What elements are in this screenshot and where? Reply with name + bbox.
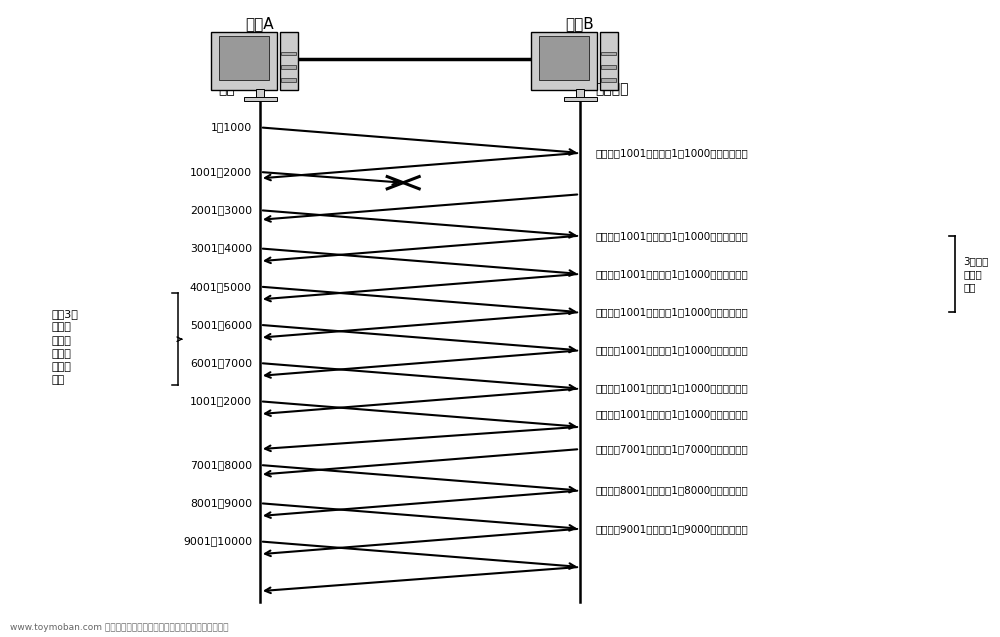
Bar [601,65,616,69]
Bar [600,32,618,90]
Bar [256,89,264,98]
Text: 确认应答: 确认应答 [595,82,629,96]
Bar [530,32,596,90]
Text: 数据: 数据 [218,82,235,96]
Bar [280,32,298,90]
Text: 7001～8000: 7001～8000 [190,460,252,470]
Text: 主机B: 主机B [566,16,594,31]
Bar [281,65,296,69]
Text: 下一个是1001（已接收1～1000字节的数据）: 下一个是1001（已接收1～1000字节的数据） [595,345,748,355]
Text: 2001～3000: 2001～3000 [190,205,252,215]
Text: 1001～2000: 1001～2000 [190,167,252,177]
Text: 下一个是1001（已接收1～1000字节的数据）: 下一个是1001（已接收1～1000字节的数据） [595,269,748,279]
Text: 1001～2000: 1001～2000 [190,396,252,406]
Bar [281,52,296,55]
Text: 下一个是8001（已接收1～8000字节的数据）: 下一个是8001（已接收1～8000字节的数据） [595,485,748,496]
Bar [601,78,616,82]
Bar [211,32,276,90]
Bar [244,97,276,101]
Text: 3次重复
的确认
应答: 3次重复 的确认 应答 [963,255,988,292]
Text: 下一个是1001（已接收1～1000字节的数据）: 下一个是1001（已接收1～1000字节的数据） [595,409,748,419]
Text: 5001～6000: 5001～6000 [190,320,252,330]
Text: www.toymoban.com 网络图片仅供展示，非存储，如有侵权请联系删除。: www.toymoban.com 网络图片仅供展示，非存储，如有侵权请联系删除。 [10,623,228,632]
Text: 下一个是1001（已接收1～1000字节的数据）: 下一个是1001（已接收1～1000字节的数据） [595,383,748,394]
Bar [564,97,596,101]
Bar [219,36,268,80]
Bar [538,36,588,80]
Text: 收到3个
同样的
确认应
答时则
进行重
发。: 收到3个 同样的 确认应 答时则 进行重 发。 [52,309,78,385]
Text: 下一个是1001（已接收1～1000字节的数据）: 下一个是1001（已接收1～1000字节的数据） [595,307,748,317]
Text: 下一个是1001（已接收1～1000字节的数据）: 下一个是1001（已接收1～1000字节的数据） [595,231,748,241]
Text: 1～1000: 1～1000 [211,122,252,132]
Text: 8001～9000: 8001～9000 [190,498,252,508]
Text: 下一个是1001（已接收1～1000字节的数据）: 下一个是1001（已接收1～1000字节的数据） [595,148,748,158]
Bar [281,78,296,82]
Text: 下一个是9001（已接收1～9000字节的数据）: 下一个是9001（已接收1～9000字节的数据） [595,524,748,534]
Text: 下一个是7001（已接收1～7000字节的数据）: 下一个是7001（已接收1～7000字节的数据） [595,444,748,454]
Text: 9001～10000: 9001～10000 [183,536,252,547]
Bar [576,89,584,98]
Text: 3001～4000: 3001～4000 [190,243,252,254]
Text: 4001～5000: 4001～5000 [190,282,252,292]
Bar [601,52,616,55]
Text: 主机A: 主机A [246,16,274,31]
Text: 6001～7000: 6001～7000 [190,358,252,368]
